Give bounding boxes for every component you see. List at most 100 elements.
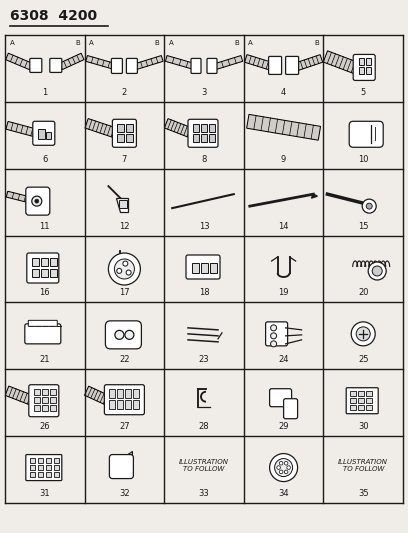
FancyBboxPatch shape <box>25 324 61 344</box>
Bar <box>34 389 40 395</box>
Text: 29: 29 <box>278 422 289 431</box>
Text: 3: 3 <box>201 88 207 97</box>
Text: 8: 8 <box>201 155 207 164</box>
Bar <box>50 397 56 403</box>
Circle shape <box>284 462 288 465</box>
Bar <box>32 258 39 266</box>
FancyBboxPatch shape <box>349 122 383 147</box>
Text: 5: 5 <box>361 88 366 97</box>
Circle shape <box>279 462 283 465</box>
Bar <box>366 398 372 403</box>
PathPatch shape <box>135 55 163 69</box>
FancyBboxPatch shape <box>105 321 142 349</box>
Text: A: A <box>10 40 14 46</box>
PathPatch shape <box>85 118 118 138</box>
Bar <box>359 68 364 75</box>
Bar <box>42 389 48 395</box>
FancyBboxPatch shape <box>104 385 144 415</box>
Bar <box>201 263 208 273</box>
Circle shape <box>275 458 293 477</box>
Bar <box>50 269 57 277</box>
FancyBboxPatch shape <box>109 455 133 479</box>
Circle shape <box>271 325 277 331</box>
Text: 19: 19 <box>278 288 289 297</box>
Bar <box>126 134 133 142</box>
Text: ILLUSTRATION
TO FOLLOW: ILLUSTRATION TO FOLLOW <box>338 459 388 472</box>
FancyBboxPatch shape <box>30 59 42 72</box>
FancyBboxPatch shape <box>346 387 378 414</box>
Circle shape <box>271 341 277 347</box>
Polygon shape <box>311 194 317 198</box>
Bar <box>120 200 127 208</box>
Bar <box>209 134 215 142</box>
Circle shape <box>362 199 376 213</box>
Bar <box>50 405 56 411</box>
FancyBboxPatch shape <box>33 122 55 146</box>
Bar <box>118 134 124 142</box>
Text: 34: 34 <box>278 489 289 498</box>
Bar <box>193 134 199 142</box>
FancyBboxPatch shape <box>26 455 62 481</box>
Text: 26: 26 <box>40 422 50 431</box>
PathPatch shape <box>215 55 243 69</box>
PathPatch shape <box>247 115 321 140</box>
Bar <box>133 400 140 409</box>
Bar <box>30 457 35 463</box>
Text: 15: 15 <box>358 222 368 231</box>
Bar <box>358 391 364 395</box>
Text: 12: 12 <box>119 222 130 231</box>
FancyBboxPatch shape <box>286 56 299 75</box>
FancyBboxPatch shape <box>27 253 59 283</box>
Text: B: B <box>235 40 239 46</box>
PathPatch shape <box>323 51 359 74</box>
Text: 13: 13 <box>199 222 209 231</box>
FancyBboxPatch shape <box>270 389 292 407</box>
FancyBboxPatch shape <box>28 320 57 326</box>
Bar <box>350 405 356 410</box>
Bar <box>50 389 56 395</box>
Circle shape <box>109 253 140 285</box>
Bar <box>50 258 57 266</box>
Circle shape <box>32 196 42 206</box>
Circle shape <box>351 322 375 346</box>
Text: 1: 1 <box>42 88 47 97</box>
Bar <box>201 124 207 132</box>
Text: 31: 31 <box>40 489 50 498</box>
Bar <box>54 472 59 477</box>
Text: 32: 32 <box>119 489 130 498</box>
Bar <box>192 263 199 273</box>
Bar <box>38 130 45 139</box>
Text: 17: 17 <box>119 288 130 297</box>
Text: 4: 4 <box>281 88 286 97</box>
Bar <box>118 389 123 398</box>
PathPatch shape <box>84 386 111 405</box>
Bar <box>125 400 131 409</box>
Circle shape <box>284 470 288 474</box>
Bar <box>126 124 133 132</box>
Circle shape <box>123 261 128 266</box>
PathPatch shape <box>6 191 31 203</box>
FancyBboxPatch shape <box>111 59 122 74</box>
Bar <box>41 258 48 266</box>
PathPatch shape <box>6 122 38 137</box>
Bar <box>109 389 115 398</box>
Circle shape <box>35 199 39 203</box>
PathPatch shape <box>164 119 194 138</box>
Bar <box>46 472 51 477</box>
Text: 6: 6 <box>42 155 47 164</box>
Bar <box>46 457 51 463</box>
Bar <box>38 465 43 470</box>
Text: 33: 33 <box>199 489 209 498</box>
Text: 18: 18 <box>199 288 209 297</box>
Text: 7: 7 <box>122 155 127 164</box>
Text: 35: 35 <box>358 489 368 498</box>
Text: B: B <box>155 40 160 46</box>
Circle shape <box>125 330 134 340</box>
PathPatch shape <box>86 55 115 69</box>
Text: 21: 21 <box>40 356 50 364</box>
Polygon shape <box>116 198 129 212</box>
FancyBboxPatch shape <box>191 59 201 74</box>
FancyBboxPatch shape <box>268 56 282 75</box>
FancyBboxPatch shape <box>126 59 137 74</box>
Circle shape <box>271 333 277 339</box>
